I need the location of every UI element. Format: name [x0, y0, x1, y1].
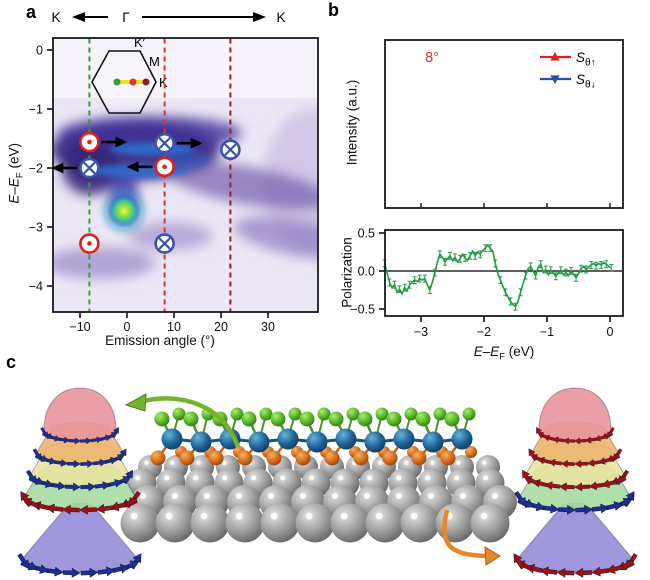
- legend-spin-up-label: Sθ↑: [576, 50, 596, 69]
- svg-text:−4: −4: [29, 280, 43, 294]
- gamma-point-label: Γ: [122, 10, 130, 25]
- schematic-panel: [17, 387, 638, 578]
- panel-a-label: a: [26, 2, 37, 22]
- svg-text:0: 0: [124, 320, 131, 334]
- arrow-to-right-k-icon: [142, 12, 266, 22]
- intensity-curves: [383, 49, 621, 202]
- arrow-to-left-k-icon: [72, 12, 108, 22]
- svg-text:−2: −2: [477, 325, 491, 339]
- k-point-right-label: K: [276, 10, 285, 25]
- svg-text:0: 0: [36, 44, 43, 58]
- spin-direction-markers: [51, 131, 241, 254]
- panel-b-axis-ticks: −3 −2 −1 0 0.5 0.0 −0.5: [350, 203, 614, 339]
- legend-markers: [540, 52, 571, 84]
- angle-annotation: 8°: [425, 50, 439, 66]
- brillouin-zone-inset: K′ M K: [91, 35, 168, 114]
- intensity-frame: [384, 39, 624, 209]
- janus-monolayer-crystal-structure: [120, 407, 517, 543]
- polarization-frame: [384, 229, 624, 317]
- k-prime-label: K′: [134, 35, 146, 50]
- arpes-map-panel: K Γ K: [29, 10, 319, 335]
- panel-b-x-axis-label: E–EF (eV): [473, 344, 535, 363]
- svg-text:10: 10: [167, 320, 181, 334]
- arpes-intensity-map: [53, 38, 318, 312]
- svg-text:−10: −10: [69, 320, 90, 334]
- spin-cone-stack-right: [513, 387, 638, 578]
- svg-text:−0.5: −0.5: [350, 303, 375, 317]
- panel-a-axis-ticks: −10 0 10 20 30 0 −1 −2 −3 −4: [29, 44, 275, 335]
- polarization-plot: [382, 243, 622, 311]
- panel-a-x-axis-label: Emission angle (°): [105, 333, 215, 348]
- k-point-label: K: [159, 75, 168, 90]
- legend-spin-down-label: Sθ↓: [576, 72, 596, 91]
- panel-c-label: c: [6, 352, 17, 372]
- svg-text:20: 20: [214, 320, 228, 334]
- m-point-label: M: [149, 54, 160, 69]
- spin-spectra-panel: 8° Sθ↑ Sθ↓ −3 −2 −1 0 0.5 0.0 −0.5: [350, 39, 624, 339]
- cut-position-dots: [113, 78, 150, 86]
- svg-text:−1: −1: [540, 325, 554, 339]
- legend: Sθ↑ Sθ↓: [540, 50, 596, 91]
- svg-text:0.5: 0.5: [358, 227, 375, 241]
- k-point-left-label: K: [51, 10, 60, 25]
- band-assignment-arrows: [124, 393, 501, 566]
- svg-text:−3: −3: [414, 325, 428, 339]
- svg-text:30: 30: [261, 320, 275, 334]
- svg-text:0.0: 0.0: [358, 265, 375, 279]
- panel-a-frame: [52, 37, 319, 313]
- svg-text:0: 0: [607, 325, 614, 339]
- bright-emission-spot: [107, 194, 141, 228]
- momentum-direction-annotation: K Γ K: [51, 10, 285, 25]
- svg-text:−2: −2: [29, 162, 43, 176]
- svg-text:−1: −1: [29, 103, 43, 117]
- panel-b-label: b: [328, 0, 339, 20]
- spin-cone-stack-left: [17, 387, 142, 578]
- svg-text:−3: −3: [29, 221, 43, 235]
